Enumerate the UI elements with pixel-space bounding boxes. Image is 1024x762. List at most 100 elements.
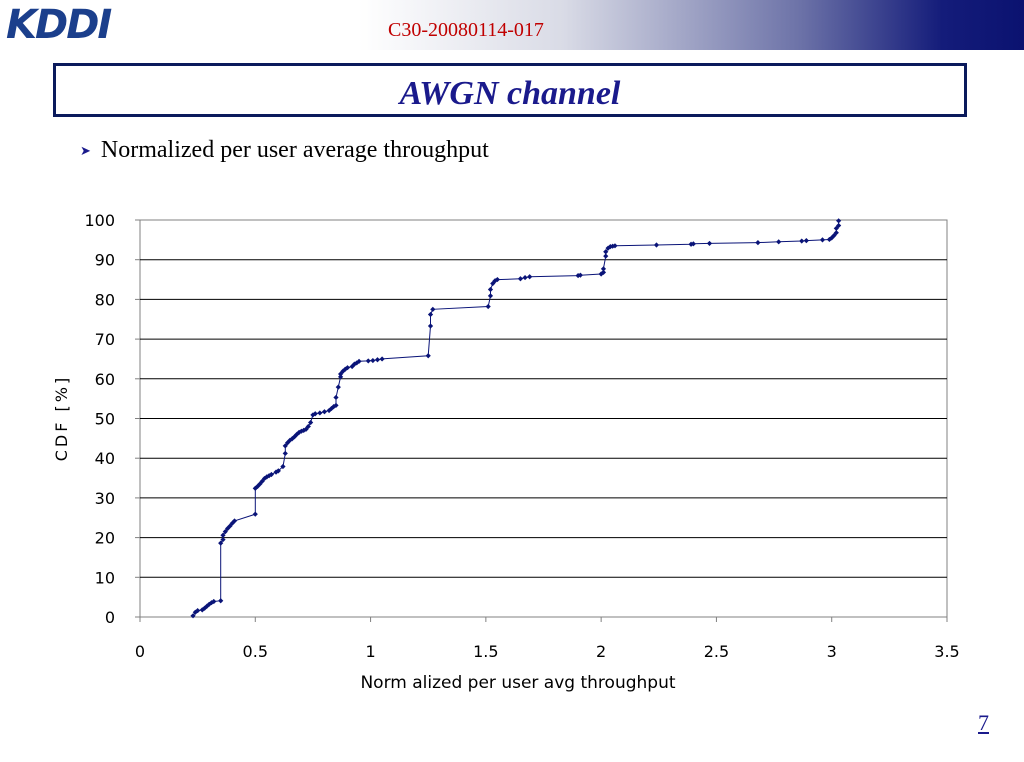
data-point [600,266,607,272]
data-point [575,272,581,279]
x-tick-label-3.5: 3.5 [934,642,959,661]
data-point [222,529,228,535]
x-tick-label-2: 2 [596,642,606,661]
data-point [612,243,618,249]
data-point [337,371,344,377]
data-point [819,237,826,243]
page-number[interactable]: 7 [978,710,989,735]
x-axis: 0 0.5 1 1.5 2 2.5 3 3.5 [135,617,960,661]
data-point [492,278,498,284]
data-point [211,598,217,605]
x-tick-label-1: 1 [365,642,375,661]
data-point [273,469,279,475]
data-point [427,311,434,318]
data-point [261,475,268,482]
x-tick-label-0.5: 0.5 [243,642,268,661]
data-point [317,410,323,416]
data-point [195,608,201,614]
data-point [776,239,782,245]
data-point [379,356,385,362]
data-point [425,353,431,359]
data-point [308,419,314,426]
data-point [220,536,226,543]
data-point [365,358,371,364]
data-point [328,405,334,412]
x-tick-label-2.5: 2.5 [704,642,729,661]
data-point [333,394,339,401]
title-box: AWGN channel [53,63,967,117]
bullet-item: ➤ Normalized per user average throughput [80,137,489,164]
y-tick-label-90: 90 [95,251,115,270]
data-point [206,601,212,607]
data-point [836,218,842,224]
data-point [351,361,358,367]
data-point [312,411,318,417]
y-tick-label-30: 30 [95,489,115,508]
data-point [690,241,696,247]
series-cdf [190,218,842,619]
data-point [275,468,281,474]
data-point [218,540,224,546]
data-point [252,511,258,517]
data-point [231,518,238,524]
data-point [487,293,494,299]
data-point [485,303,491,310]
data-point [218,598,224,604]
data-point [192,609,198,615]
chart: 0 0.5 1 1.5 2 2.5 3 3.5 0 10 20 30 40 50 60 70 80 90 100 … [52,211,960,693]
data-point [803,238,809,244]
arrow-bullet-icon: ➤ [80,143,91,159]
bullet-text: Normalized per user average throughput [100,137,489,163]
data-point [340,368,346,374]
y-tick-label-40: 40 [95,449,115,468]
data-point [799,238,805,244]
y-tick-label-70: 70 [95,330,115,349]
y-tick-label-80: 80 [95,290,115,309]
data-point [603,253,609,259]
y-tick-label-20: 20 [95,529,115,548]
data-point [282,450,288,457]
data-point [349,363,355,370]
data-point [370,357,376,364]
x-tick-label-1.5: 1.5 [473,642,498,661]
y-axis-label: CDF [%] [52,375,71,461]
data-point [282,443,288,449]
data-point [430,306,436,312]
data-point [374,357,381,363]
data-point [836,222,842,229]
data-point [755,240,761,246]
data-point [527,274,533,280]
data-point [252,485,258,491]
data-point [344,365,351,371]
data-point [354,360,360,366]
data-point [356,358,362,364]
data-point [298,428,304,434]
header-bar [0,0,1024,50]
y-tick-label-0: 0 [105,608,115,627]
data-point [337,374,344,380]
data-point [653,242,660,248]
data-point [342,366,348,372]
data-point [280,463,286,470]
data-point [190,613,196,619]
logo-wordmark: KDDI [6,4,112,44]
data-point [577,272,583,278]
data-point [284,440,291,446]
x-axis-label: Norm alized per user avg throughput [360,673,675,693]
data-point [208,600,215,606]
y-tick-label-100: 100 [84,211,115,230]
data-point [603,249,609,255]
data-point [301,427,307,434]
data-point [268,471,275,478]
data-point [259,478,265,484]
x-tick-label-3: 3 [827,642,837,661]
y-tick-label-10: 10 [95,568,115,587]
data-point [494,276,500,283]
y-tick-label-60: 60 [95,370,115,389]
data-point [220,532,226,538]
slide-title: AWGN channel [399,75,621,112]
data-point [289,436,295,442]
data-point [517,276,524,282]
data-point [287,437,293,443]
x-tick-label-0: 0 [135,642,145,661]
